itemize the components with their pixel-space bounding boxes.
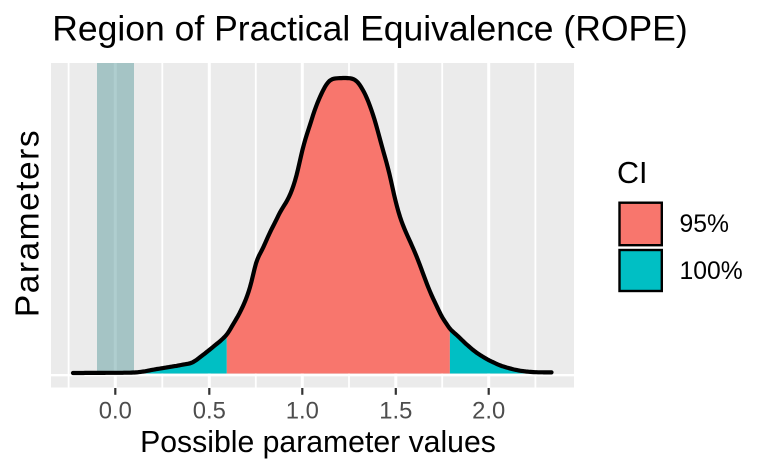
svg-text:1.0: 1.0	[286, 397, 319, 424]
svg-text:Region of Practical Equivalenc: Region of Practical Equivalence (ROPE)	[52, 9, 687, 49]
svg-text:0.5: 0.5	[193, 397, 226, 424]
svg-text:CI: CI	[617, 156, 648, 190]
svg-text:1.5: 1.5	[379, 397, 412, 424]
svg-text:Possible parameter values: Possible parameter values	[140, 426, 496, 459]
svg-text:Parameters: Parameters	[10, 129, 47, 317]
svg-text:95%: 95%	[680, 211, 729, 238]
svg-text:2.0: 2.0	[472, 397, 505, 424]
svg-text:0.0: 0.0	[99, 397, 132, 424]
svg-text:100%: 100%	[680, 258, 743, 285]
